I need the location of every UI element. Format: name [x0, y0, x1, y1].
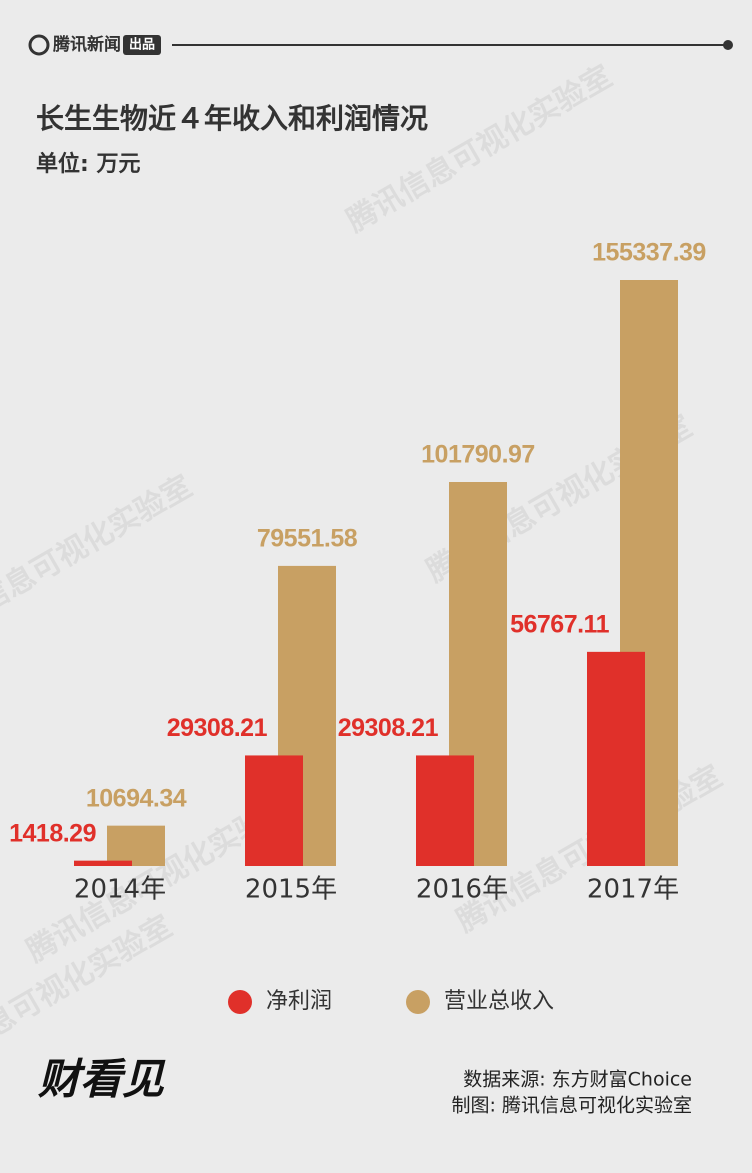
legend-swatch — [406, 990, 430, 1014]
x-tick-label: 2014年 — [74, 875, 166, 905]
x-tick-label: 2015年 — [245, 875, 337, 905]
value-label: 56767.11 — [510, 610, 609, 638]
value-label: 79551.58 — [257, 525, 358, 553]
chart-title: 长生生物近４年收入和利润情况 — [36, 102, 428, 135]
badge-box — [123, 35, 161, 55]
bar — [587, 651, 645, 866]
header-dot — [723, 40, 733, 50]
brand-icon — [28, 34, 50, 56]
value-label: 10694.34 — [86, 784, 187, 812]
legend-label: 净利润 — [266, 989, 332, 1014]
bar — [74, 860, 132, 866]
value-label: 101790.97 — [421, 441, 535, 469]
x-tick-label: 2017年 — [587, 875, 679, 905]
value-label: 29308.21 — [338, 714, 439, 742]
value-label: 155337.39 — [592, 239, 706, 267]
value-label: 29308.21 — [167, 714, 268, 742]
value-label: 1418.29 — [9, 819, 96, 847]
bar — [416, 755, 474, 866]
legend-swatch — [228, 990, 252, 1014]
bar — [245, 755, 303, 866]
bar — [107, 825, 165, 866]
source: 数据来源: 东方财富Choice — [463, 1069, 692, 1091]
legend-label: 营业总收入 — [444, 989, 554, 1014]
chart-subtitle: 单位: 万元 — [36, 151, 140, 177]
x-tick-label: 2016年 — [416, 875, 508, 905]
footer-logo: 财看见 — [38, 1055, 166, 1104]
badge: 出品 — [129, 37, 155, 53]
brand: 腾讯新闻 — [53, 34, 121, 55]
credit: 制图: 腾讯信息可视化实验室 — [452, 1095, 692, 1117]
